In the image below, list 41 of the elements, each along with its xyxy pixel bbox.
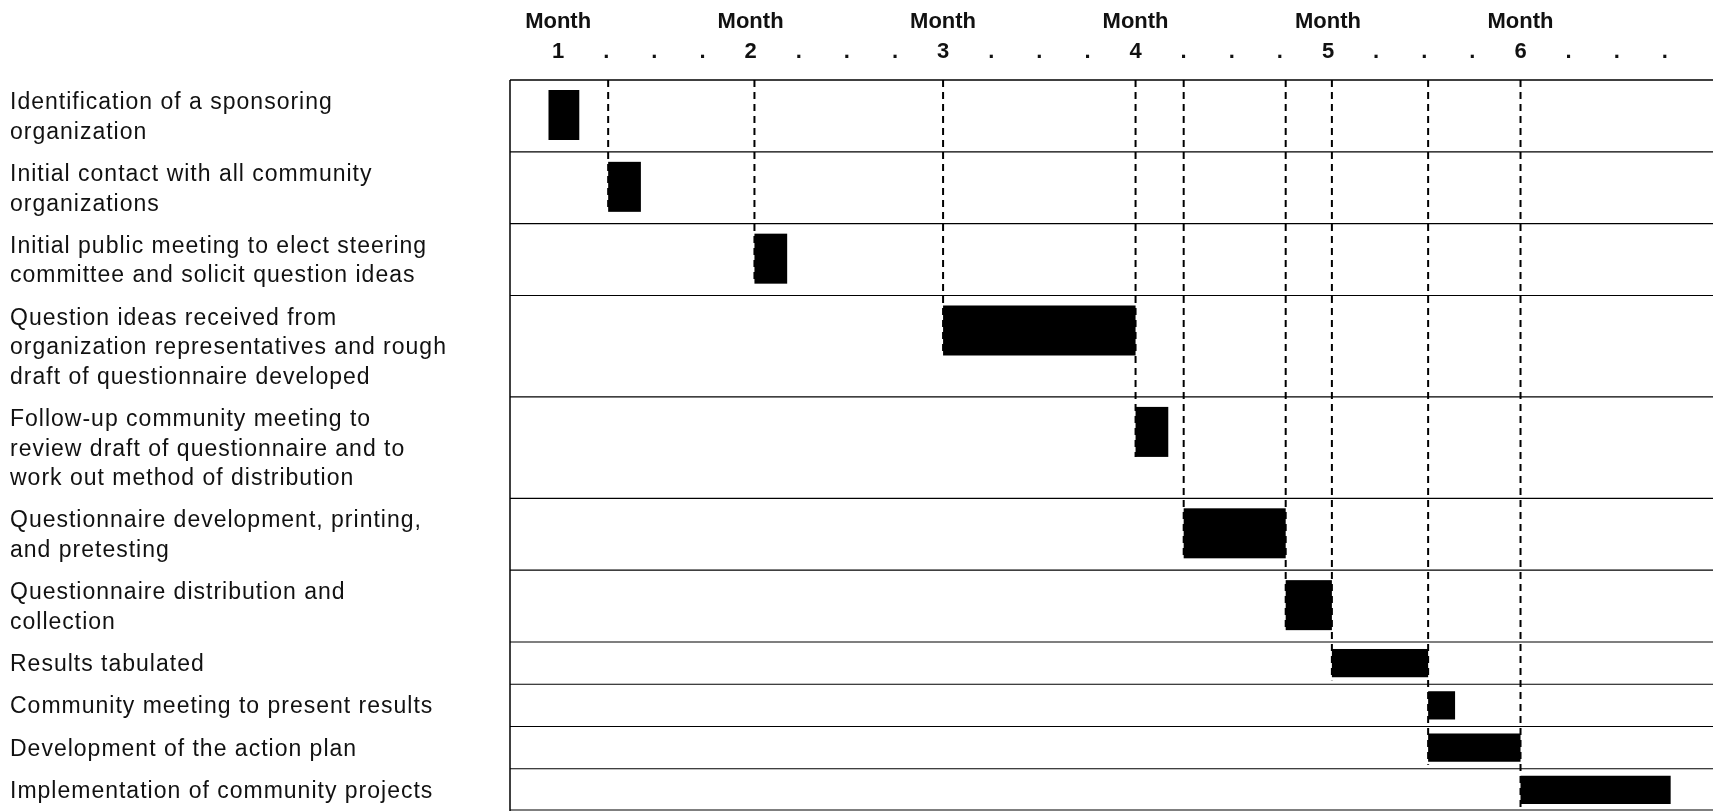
x-tick-label: .	[988, 38, 995, 63]
x-tick-label: .	[1565, 38, 1572, 63]
x-tick-label: 4	[1129, 38, 1143, 63]
x-tick-label: .	[1469, 38, 1476, 63]
x-tick-label: .	[1228, 38, 1235, 63]
y-tick-label: Question ideas received from organization representatives and rough draft of questionnaire developed	[10, 303, 447, 389]
x-axis-title: Month	[525, 8, 592, 33]
y-tick-label: Identification of a sponsoring organization	[10, 88, 333, 144]
text: Month	[910, 8, 977, 33]
x-tick-label: .	[1036, 38, 1043, 63]
x-tick-label: .	[699, 38, 706, 63]
text: Month	[1487, 8, 1554, 33]
x-tick-label: .	[795, 38, 802, 63]
x-tick-label: 6	[1514, 38, 1527, 63]
x-tick-label: .	[1180, 38, 1187, 63]
x-tick-label: .	[1084, 38, 1091, 63]
text: Month	[1102, 8, 1169, 33]
x-tick-label: .	[1421, 38, 1428, 63]
x-tick-label: .	[603, 38, 610, 63]
y-tick-label: Implementation of community projects	[10, 776, 434, 803]
y-tick-label: Results tabulated	[10, 650, 205, 677]
x-tick-label: .	[1373, 38, 1380, 63]
y-tick-label: Community meeting to present results	[10, 692, 434, 719]
x-tick-label: 5	[1321, 38, 1335, 63]
y-tick-label: Follow-up community meeting to review draft of questionnaire and to work out method of distribution	[9, 405, 406, 491]
y-tick-label: Initial contact with all community organizations	[10, 159, 373, 216]
y-tick-label: Questionnaire development, printing, and pretesting	[10, 506, 422, 563]
y-tick-label: Questionnaire distribution and collection	[10, 578, 346, 634]
x-tick-label: .	[651, 38, 658, 63]
x-tick-label: .	[1613, 38, 1620, 63]
y-tick-label: Development of the action plan	[10, 734, 358, 761]
text: Month	[1295, 8, 1362, 33]
x-tick-label: 2	[744, 38, 757, 63]
x-tick-label: 3	[936, 38, 950, 63]
x-tick-label: .	[1276, 38, 1283, 63]
x-tick-label: 1	[551, 38, 565, 63]
text: Month	[717, 8, 784, 33]
x-tick-label: .	[1661, 38, 1668, 63]
x-tick-label: .	[843, 38, 850, 63]
y-tick-label: Initial public meeting to elect steering committee and solicit question ideas	[10, 231, 428, 288]
x-tick-label: .	[891, 38, 899, 63]
